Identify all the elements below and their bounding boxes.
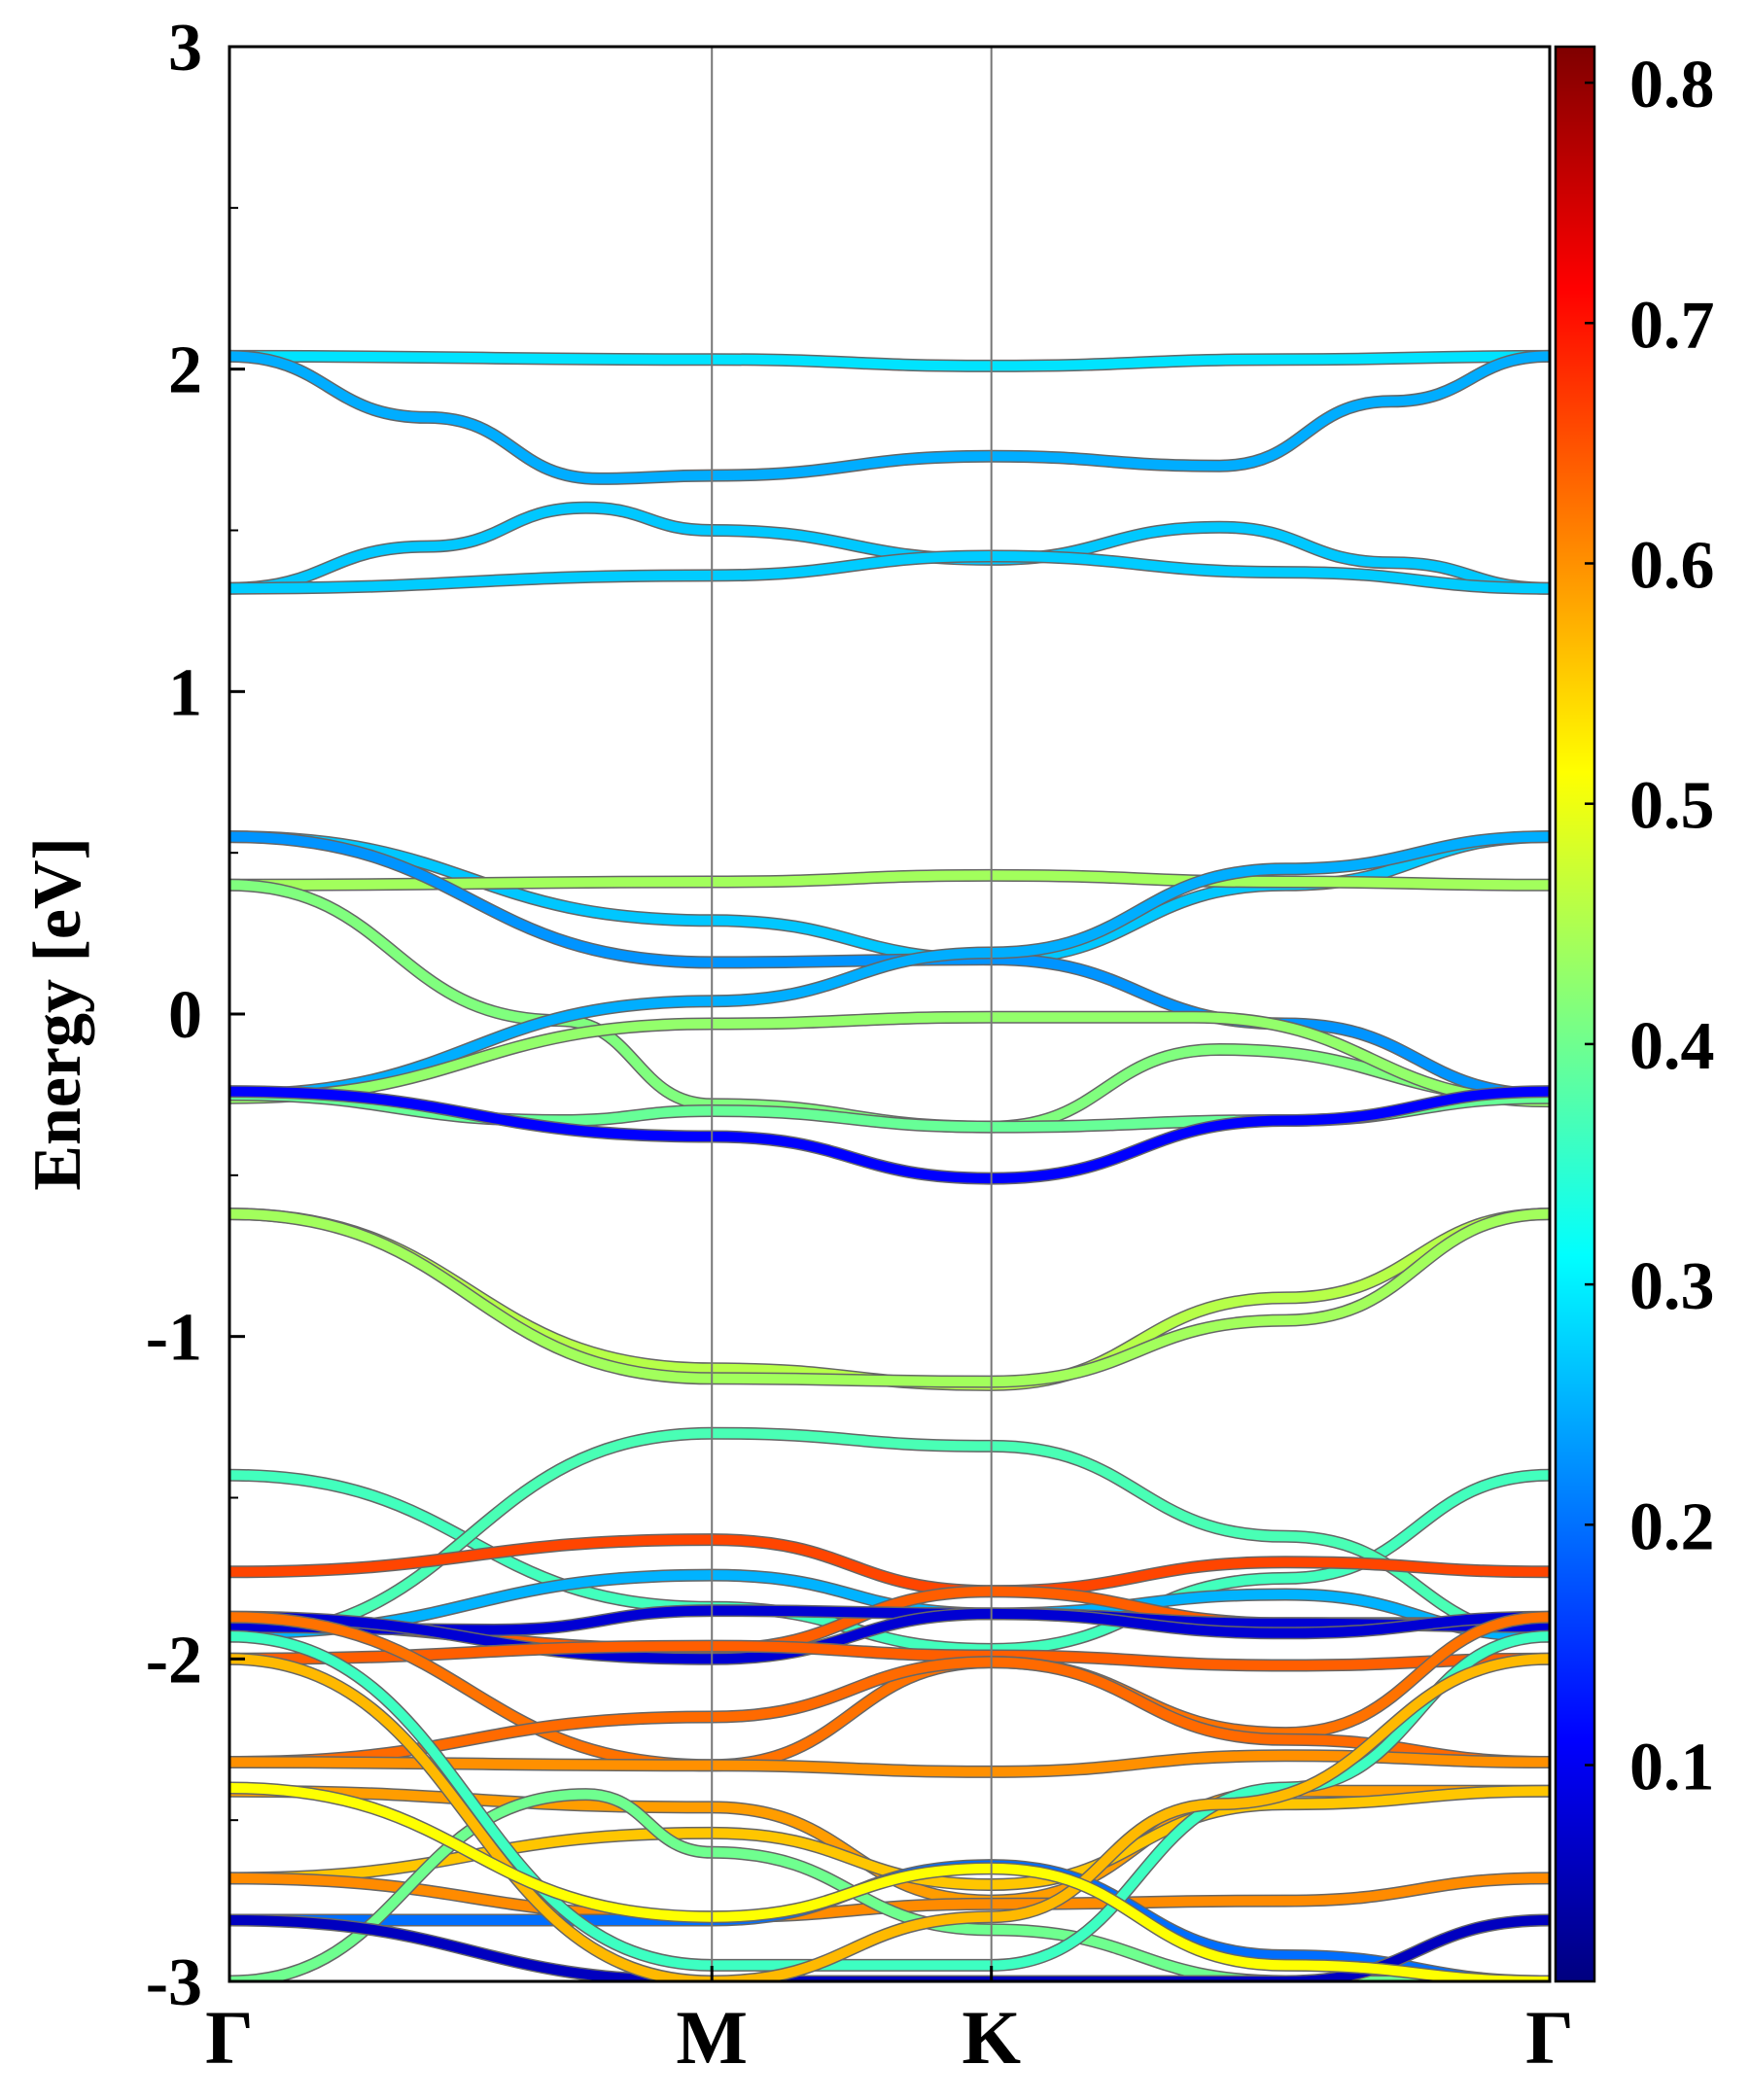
- band-outline: [229, 830, 1550, 966]
- band-line: [229, 1208, 1550, 1390]
- band-line: [229, 831, 1550, 964]
- band-line: [229, 831, 1550, 1100]
- y-axis-label: Energy [eV]: [20, 837, 95, 1191]
- colorbar-tick-label: 0.8: [1629, 48, 1715, 122]
- band-line: [229, 1872, 1550, 1922]
- band-line: [229, 880, 1550, 1133]
- colorbar: [1554, 45, 1596, 1983]
- colorbar-tick-label: 0.7: [1629, 288, 1715, 363]
- band-line: [229, 1428, 1550, 1642]
- colorbar-tick-label: 0.2: [1629, 1489, 1715, 1564]
- band-line: [229, 503, 1550, 594]
- high-symmetry-lines: [711, 47, 993, 1981]
- band-line: [229, 1783, 1550, 1981]
- band-line: [229, 870, 1550, 891]
- y-tick-label: 0: [168, 978, 202, 1053]
- y-tick-label: 2: [168, 333, 202, 408]
- x-tick-label: Γ: [1525, 1995, 1574, 2080]
- colorbar-tick-label: 0.4: [1629, 1009, 1715, 1084]
- band-line: [229, 1012, 1550, 1106]
- band-line: [229, 1641, 1550, 1671]
- band-outline: [229, 878, 1550, 1134]
- y-tick-label: -1: [146, 1301, 202, 1376]
- colorbar-tick-label: 0.1: [1629, 1731, 1715, 1805]
- y-axis-ticks: 3 2 1 0 -1 -2 -3: [146, 11, 245, 2020]
- y-tick-label: -2: [146, 1623, 202, 1698]
- band-line: [229, 1657, 1550, 1768]
- band-line: [229, 351, 1550, 371]
- band-line: [229, 1086, 1550, 1184]
- band-line: [229, 351, 1550, 484]
- y-tick-label: -3: [146, 1945, 202, 2020]
- band-lines: [229, 349, 1550, 1981]
- y-tick-label: 1: [168, 655, 202, 730]
- band-outline: [229, 1208, 1550, 1391]
- x-tick-label: K: [962, 1995, 1021, 2080]
- colorbar-tick-label: 0.5: [1629, 769, 1715, 844]
- band-outline: [229, 1208, 1550, 1388]
- colorbar-ticks: 0.1 0.2 0.3 0.4 0.5 0.6 0.7 0.8: [1585, 48, 1715, 1805]
- band-line: [229, 1608, 1550, 1664]
- x-tick-label: Γ: [205, 1995, 254, 2080]
- band-line: [229, 1208, 1550, 1387]
- band-line: [229, 1654, 1550, 1981]
- x-tick-label: M: [676, 1995, 748, 2080]
- colorbar-tick-label: 0.6: [1629, 528, 1715, 603]
- band-line: [229, 550, 1550, 594]
- colorbar-tick-label: 0.3: [1629, 1249, 1715, 1324]
- y-tick-label: 3: [168, 11, 202, 86]
